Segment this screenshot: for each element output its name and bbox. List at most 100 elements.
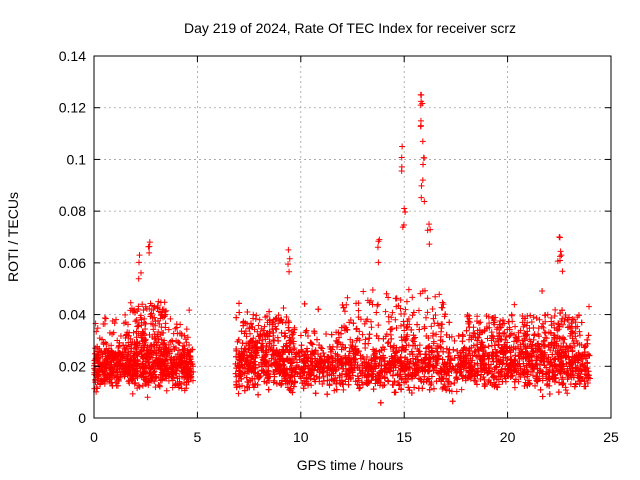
data-point (93, 383, 100, 390)
data-point (419, 177, 426, 184)
data-point (585, 332, 592, 339)
data-point (401, 205, 408, 212)
data-point (418, 182, 425, 189)
data-point (398, 310, 405, 317)
data-point (382, 308, 389, 315)
data-points (91, 91, 593, 406)
data-point (172, 344, 179, 351)
data-point (473, 381, 480, 388)
data-point (539, 393, 546, 400)
data-point (324, 391, 331, 398)
data-point (169, 368, 176, 375)
x-tick-label: 0 (90, 429, 98, 445)
data-point (527, 312, 534, 319)
data-point (135, 382, 142, 389)
data-point (91, 360, 98, 367)
y-tick-label: 0.14 (59, 48, 86, 64)
data-point (165, 326, 172, 333)
data-point (111, 362, 118, 369)
data-point (131, 368, 138, 375)
data-point (114, 366, 121, 373)
data-point (176, 373, 183, 380)
data-point (255, 391, 262, 398)
data-point (362, 344, 369, 351)
data-point (564, 390, 571, 397)
y-tick-label: 0.08 (59, 203, 86, 219)
data-point (123, 355, 130, 362)
data-point (156, 360, 163, 367)
data-point (493, 349, 500, 356)
data-point (170, 369, 177, 376)
data-point (109, 355, 116, 362)
data-point (115, 351, 122, 358)
data-point (134, 351, 141, 358)
data-point (144, 394, 151, 401)
data-point (418, 91, 425, 98)
data-point (455, 332, 462, 339)
y-tick-label: 0.04 (59, 307, 86, 323)
data-point (320, 373, 327, 380)
data-point (146, 249, 153, 256)
data-point (340, 304, 347, 311)
data-point (110, 350, 117, 357)
data-point (163, 372, 170, 379)
data-point (344, 294, 351, 301)
data-point (305, 382, 312, 389)
data-point (428, 323, 435, 330)
data-point (178, 331, 185, 338)
data-point (315, 306, 322, 313)
data-point (181, 355, 188, 362)
data-point (189, 346, 196, 353)
data-point (152, 374, 159, 381)
data-point (162, 366, 169, 373)
data-point (340, 386, 347, 393)
data-point (183, 326, 190, 333)
data-point (424, 295, 431, 302)
x-tick-label: 20 (500, 429, 516, 445)
data-point (309, 358, 316, 365)
data-point (100, 321, 107, 328)
data-point (334, 338, 341, 345)
data-point (398, 167, 405, 174)
x-tick-label: 15 (396, 429, 412, 445)
data-point (136, 252, 143, 259)
data-point (319, 345, 326, 352)
data-point (118, 353, 125, 360)
data-point (112, 379, 119, 386)
data-point (186, 307, 193, 314)
data-point (366, 335, 373, 342)
data-point (176, 356, 183, 363)
data-point (441, 381, 448, 388)
data-point (173, 324, 180, 331)
data-point (419, 138, 426, 145)
data-point (429, 305, 436, 312)
data-point (489, 334, 496, 341)
data-point (181, 332, 188, 339)
y-tick-label: 0.1 (67, 151, 87, 167)
data-point (426, 386, 433, 393)
data-point (236, 309, 243, 316)
data-point (368, 324, 375, 331)
data-point (179, 342, 186, 349)
data-point (539, 287, 546, 294)
data-point (556, 234, 563, 240)
data-point (178, 381, 185, 388)
data-point (147, 342, 154, 349)
data-point (101, 315, 108, 322)
data-point (141, 369, 148, 376)
data-point (531, 332, 538, 339)
data-point (160, 358, 167, 365)
data-point (175, 339, 182, 346)
data-point (102, 315, 109, 322)
data-point (129, 373, 136, 380)
data-point (576, 328, 583, 335)
data-point (273, 326, 280, 333)
data-point (533, 315, 540, 322)
data-point (556, 234, 563, 241)
data-point (235, 390, 242, 397)
data-point (186, 358, 193, 365)
data-point (312, 390, 319, 397)
data-point (369, 286, 376, 293)
data-point (345, 381, 352, 388)
data-point (104, 369, 111, 376)
